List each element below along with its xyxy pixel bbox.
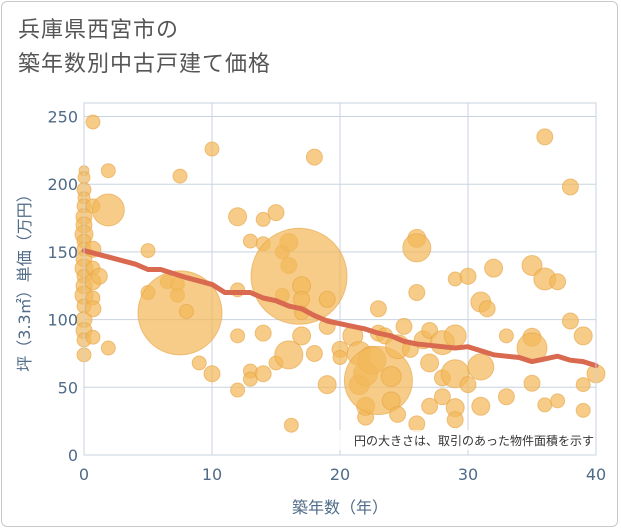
y-tick-label: 50 — [58, 378, 78, 397]
data-bubble — [254, 365, 272, 383]
data-bubble — [402, 233, 432, 263]
title-line-1: 兵庫県西宮市の — [18, 18, 180, 43]
data-bubble — [90, 267, 108, 285]
data-bubble — [497, 388, 515, 406]
data-bubble — [459, 267, 477, 285]
data-bubble — [85, 114, 101, 130]
data-bubble — [283, 417, 299, 433]
data-bubble — [380, 365, 402, 387]
x-tick-label: 40 — [586, 465, 606, 484]
y-tick-label: 100 — [47, 311, 78, 330]
size-annotation: 円の大きさは、取引のあった物件面積を示す — [354, 433, 594, 448]
y-tick-label: 0 — [68, 446, 78, 465]
data-bubble — [172, 168, 188, 184]
chart-title: 兵庫県西宮市の 築年数別中古戸建て価格 — [18, 14, 271, 82]
data-bubble — [575, 377, 591, 393]
data-bubble — [254, 324, 272, 342]
data-bubble — [305, 148, 323, 166]
data-bubble — [537, 397, 553, 413]
x-axis-label: 築年数（年） — [292, 498, 388, 517]
data-bubble — [459, 376, 477, 394]
y-tick-label: 150 — [47, 243, 78, 262]
x-tick-label: 0 — [79, 465, 89, 484]
data-bubble — [443, 324, 467, 348]
data-bubble — [100, 340, 116, 356]
data-bubble — [536, 128, 554, 146]
data-bubble — [561, 312, 579, 330]
data-bubble — [523, 374, 541, 392]
data-bubble — [318, 290, 336, 308]
y-axis-label: 坪（3.3㎡）単価（万円） — [15, 186, 34, 371]
data-bubble — [498, 328, 514, 344]
data-bubble — [230, 328, 246, 344]
data-bubble — [467, 353, 495, 381]
data-bubble — [395, 317, 413, 335]
data-bubble — [84, 300, 102, 318]
data-bubble — [421, 397, 439, 415]
data-bubble — [408, 415, 426, 433]
data-bubble — [420, 353, 440, 373]
data-bubble — [332, 350, 348, 366]
y-tick-label: 250 — [47, 108, 78, 127]
data-bubble — [573, 326, 593, 346]
data-bubble — [274, 340, 304, 370]
data-bubble — [484, 258, 504, 278]
data-bubble — [100, 163, 116, 179]
data-bubble — [204, 141, 220, 157]
data-bubble — [85, 329, 101, 345]
data-bubble — [228, 207, 248, 227]
data-bubble — [521, 254, 543, 276]
data-bubble — [178, 303, 194, 319]
data-bubble — [575, 402, 591, 418]
data-bubble — [446, 411, 464, 429]
annotation-background — [322, 430, 594, 450]
data-bubble — [549, 273, 567, 291]
data-bubble — [561, 178, 579, 196]
data-bubble — [191, 355, 207, 371]
tick-labels: 0 50 100 150 200 250 0 10 20 30 40 — [47, 108, 606, 484]
data-bubble — [389, 405, 407, 423]
plot-border — [83, 102, 597, 456]
data-bubble — [203, 365, 221, 383]
data-bubble — [550, 393, 566, 409]
data-bubble — [255, 211, 271, 227]
data-bubble — [293, 290, 311, 308]
data-bubble — [317, 375, 337, 395]
x-tick-label: 20 — [330, 465, 350, 484]
data-bubble — [140, 243, 156, 259]
data-bubble — [471, 396, 491, 416]
data-bubble — [292, 326, 312, 346]
data-bubble — [478, 300, 496, 318]
x-tick-label: 10 — [202, 465, 222, 484]
data-bubble — [91, 193, 125, 227]
trend-line — [81, 248, 599, 369]
title-line-2: 築年数別中古戸建て価格 — [18, 52, 272, 77]
y-tick-label: 200 — [47, 175, 78, 194]
x-tick-label: 30 — [458, 465, 478, 484]
data-bubble — [408, 284, 426, 302]
data-bubble — [305, 344, 323, 362]
data-bubble — [433, 388, 451, 406]
data-bubble — [230, 382, 246, 398]
data-bubble — [242, 233, 258, 249]
data-bubble — [369, 300, 387, 318]
data-bubble — [267, 204, 285, 222]
